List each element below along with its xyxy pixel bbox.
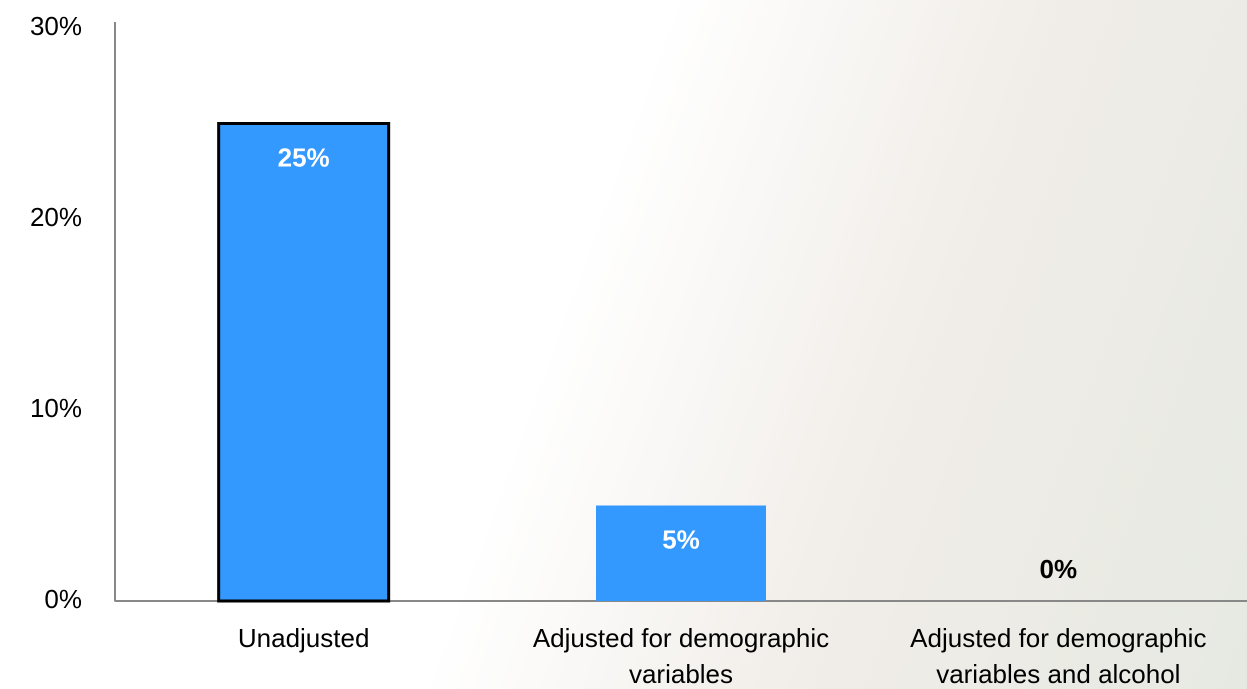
y-tick-label: 30% [30,11,82,41]
bar [219,124,389,602]
y-tick-label: 0% [44,584,82,614]
value-label: 5% [662,524,700,554]
value-label: 25% [278,142,330,172]
x-tick-label: Adjusted for demographic variables and a… [878,620,1238,689]
y-tick-label: 20% [30,202,82,232]
value-label: 0% [1040,554,1078,584]
x-tick-label: Unadjusted [124,620,484,656]
chart-svg: 0% 10% 20% 30% 25% 5% 0% [0,0,1247,689]
chart: 0% 10% 20% 30% 25% 5% 0% Unadjusted Adjusted fo… [0,0,1247,689]
x-tick-label: Adjusted for demographic variables [501,620,861,689]
y-tick-label: 10% [30,393,82,423]
